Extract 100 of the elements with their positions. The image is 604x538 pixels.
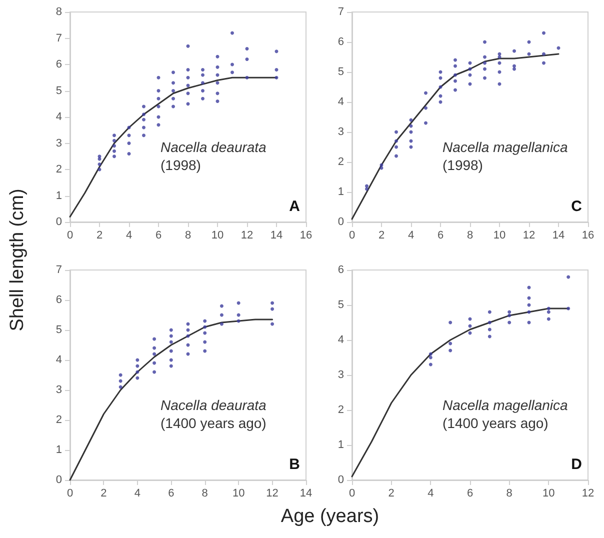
x-tick-label: 14 [270,230,283,242]
x-tick-label: 4 [126,230,132,242]
y-tick-label: 6 [56,58,62,70]
point [546,310,550,314]
point [512,64,516,68]
point [542,52,546,56]
point [201,73,204,77]
x-tick-label: 6 [466,488,474,500]
y-tick-label: 5 [56,84,62,97]
point [152,361,156,365]
point [428,362,432,366]
point [230,31,234,35]
x-tick-label: 2 [378,230,385,242]
x-tick-label: 10 [493,230,506,242]
point [483,55,486,59]
point [483,67,486,71]
point [542,31,546,35]
x-tick-label: 2 [388,488,394,500]
y-tick-label: 2 [338,404,344,416]
x-tick-label: 12 [522,230,536,242]
point [566,306,570,310]
y-tick-label: 1 [56,190,62,202]
x-tick-label: 10 [232,488,245,500]
y-tick-label: 0 [338,474,344,486]
point [172,70,175,74]
point [488,328,492,332]
point [488,310,492,314]
point [274,50,278,54]
y-axis-title: Shell length (cm) [7,188,29,332]
point [169,340,173,344]
point [245,47,249,50]
point [454,88,457,92]
x-tick-label: 16 [582,230,594,242]
y-tick-label: 1 [338,186,344,198]
point [152,370,156,374]
point [365,187,368,191]
point [203,319,207,323]
point [454,79,457,83]
point [424,91,428,95]
y-tick-label: 5 [56,324,62,336]
y-tick-label: 2 [56,164,62,176]
point [216,81,220,85]
y-tick-label: 2 [56,414,62,426]
x-tick-label: 12 [266,488,278,500]
point [216,92,220,96]
point [508,320,512,324]
point [428,352,432,356]
point [448,342,452,346]
y-tick-label: 2 [338,156,344,168]
x-tick-label: 8 [466,230,474,242]
point [220,304,224,308]
y-tick-label: 3 [56,137,62,150]
y-tick-label: 0 [56,474,62,486]
point [448,348,452,352]
point [203,349,207,353]
x-tick-label: 10 [211,230,224,242]
point [566,275,570,279]
point [488,320,492,324]
point [546,317,550,321]
point [512,49,516,53]
point [201,89,204,92]
point [201,81,204,85]
x-tick-label: 8 [202,488,208,500]
x-tick-label: 12 [582,488,594,500]
y-tick-label: 4 [56,111,62,123]
point [216,100,220,103]
point [220,322,224,326]
x-tick-label: 4 [408,230,414,242]
point [172,89,175,92]
point [428,356,432,360]
point [203,340,207,344]
x-tick-label: 0 [66,488,74,500]
point [142,134,146,138]
point [169,349,173,353]
line-series [69,318,274,481]
point [483,40,486,44]
point [483,76,486,80]
point [172,96,175,100]
point [156,123,160,127]
point [186,102,190,106]
x-tick-label: 8 [184,230,192,242]
point [394,145,398,149]
point [216,54,220,58]
annotation: A [289,198,300,215]
point [142,126,146,130]
x-tick-label: 10 [542,488,555,500]
point [220,313,224,317]
point [98,154,102,158]
point [508,310,512,314]
point [542,61,546,65]
point [186,76,190,80]
point [127,142,131,145]
x-tick-label: 16 [300,230,312,242]
point [274,68,278,72]
point [454,73,457,77]
point [203,331,207,335]
point [394,154,398,158]
point [142,104,146,108]
point [152,337,156,341]
annotation: Nacella deaurata [160,397,267,413]
